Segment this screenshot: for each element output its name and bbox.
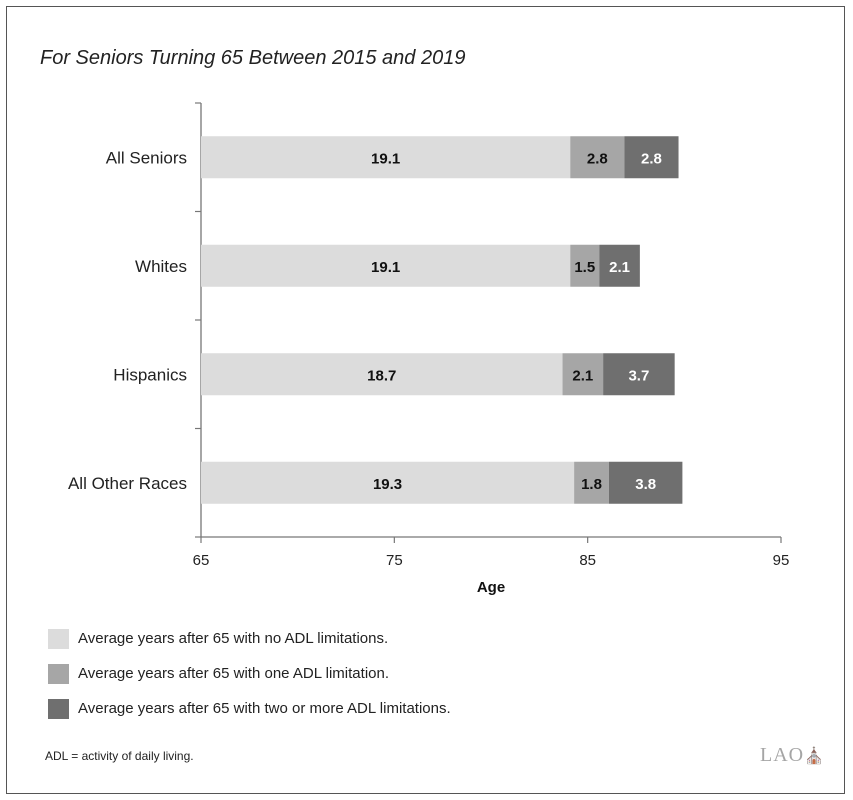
legend-swatch-two-plus-adl	[48, 699, 69, 719]
x-tick-label: 75	[386, 552, 403, 569]
bar-segment-whites-s1	[570, 244, 600, 287]
legend-label-no-adl: Average years after 65 with no ADL limit…	[78, 630, 389, 647]
data-label-whites-s2: 2.1	[609, 259, 630, 276]
bar-segment-hispanics-s0	[201, 353, 563, 396]
footnote: ADL = activity of daily living.	[45, 749, 194, 763]
capitol-dome-icon: ⛪	[804, 748, 826, 765]
bar-segment-hispanics-s2	[603, 353, 675, 396]
data-label-hispanics-s0: 18.7	[367, 367, 396, 384]
legend-swatch-no-adl	[48, 629, 69, 649]
x-tick-label: 65	[193, 552, 210, 569]
bar-segment-all-seniors-s0	[201, 136, 571, 179]
data-label-all-seniors-s0: 19.1	[371, 150, 400, 167]
data-label-hispanics-s2: 3.7	[628, 367, 649, 384]
data-label-all-other-races-s1: 1.8	[581, 476, 602, 493]
data-label-whites-s1: 1.5	[574, 259, 595, 276]
data-label-all-seniors-s2: 2.8	[641, 150, 662, 167]
category-label-whites: Whites	[135, 257, 187, 276]
bar-segment-whites-s2	[599, 244, 640, 287]
legend-label-one-adl: Average years after 65 with one ADL limi…	[78, 665, 390, 682]
bar-segment-all-other-races-s2	[608, 461, 683, 504]
x-tick-label: 85	[579, 552, 596, 569]
bar-segment-whites-s0	[201, 244, 571, 287]
bar-segment-all-other-races-s0	[201, 461, 575, 504]
chart-title: For Seniors Turning 65 Between 2015 and …	[40, 47, 466, 69]
category-label-all-seniors: All Seniors	[106, 148, 187, 167]
bar-segment-hispanics-s1	[562, 353, 604, 396]
x-axis-title: Age	[477, 579, 505, 596]
bar-segment-all-seniors-s1	[570, 136, 625, 179]
data-label-all-seniors-s1: 2.8	[587, 150, 608, 167]
data-label-hispanics-s1: 2.1	[572, 367, 593, 384]
category-label-hispanics: Hispanics	[113, 365, 187, 384]
data-label-all-other-races-s2: 3.8	[635, 476, 656, 493]
x-tick-label: 95	[773, 552, 790, 569]
lao-logo-text: LAO	[760, 744, 805, 766]
legend-swatch-one-adl	[48, 664, 69, 684]
data-label-whites-s0: 19.1	[371, 259, 400, 276]
legend-label-two-plus-adl: Average years after 65 with two or more …	[78, 700, 451, 717]
lao-logo: LAO⛪	[760, 744, 825, 767]
data-label-all-other-races-s0: 19.3	[373, 476, 402, 493]
bar-segment-all-seniors-s2	[624, 136, 679, 179]
bar-segment-all-other-races-s1	[574, 461, 609, 504]
category-label-all-other-races: All Other Races	[68, 474, 187, 493]
